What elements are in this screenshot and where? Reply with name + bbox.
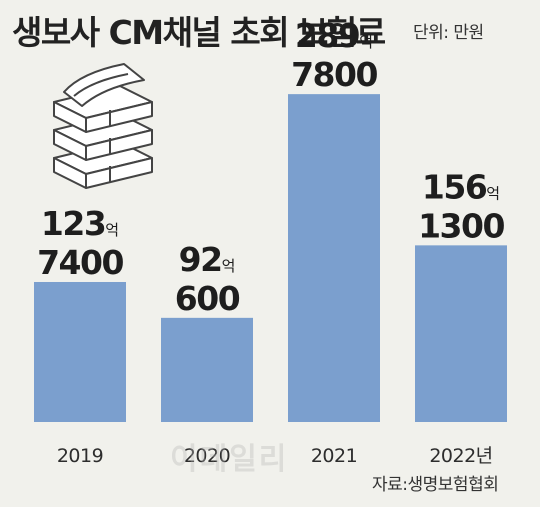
value-label-top-0: 123억: [41, 204, 119, 243]
watermark: 이데일리: [170, 442, 289, 477]
value-label-bottom-1: 600: [175, 279, 240, 318]
x-tick-label-1: 2020: [184, 445, 230, 467]
value-label-top-2: 289억: [295, 16, 373, 55]
value-label-bottom-3: 1300: [418, 206, 504, 245]
value-label-bottom-2: 7800: [291, 55, 377, 94]
money-stack-icon: [48, 62, 158, 196]
bar-2: [288, 94, 380, 422]
source-note: 자료:생명보험협회: [372, 475, 499, 495]
x-tick-label-2: 2021: [311, 445, 357, 467]
unit-label: 단위: 만원: [413, 23, 484, 43]
x-tick-label-0: 2019: [57, 445, 103, 467]
value-label-top-3: 156억: [422, 167, 500, 206]
chart-title: 생보사 CM채널 초회 보험료: [12, 13, 386, 52]
value-label-top-1: 92억: [179, 240, 236, 279]
bar-0: [34, 281, 126, 422]
bar-1: [161, 317, 253, 422]
bar-3: [415, 245, 507, 422]
x-tick-label-3: 2022년: [429, 445, 492, 467]
value-label-bottom-0: 7400: [37, 243, 123, 282]
